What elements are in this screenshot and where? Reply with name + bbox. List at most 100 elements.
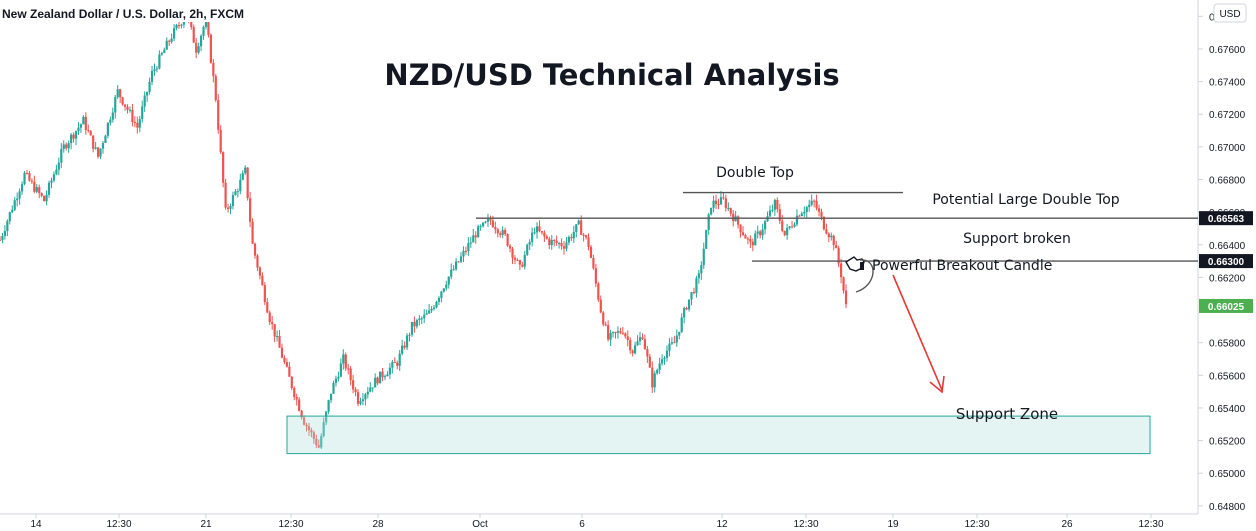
- candle-body: [295, 397, 298, 400]
- candle-body: [567, 237, 571, 243]
- symbol-label[interactable]: New Zealand Dollar / U.S. Dollar, 2h, FX…: [2, 7, 244, 21]
- candle-body: [504, 229, 507, 235]
- candle-body: [349, 368, 352, 381]
- breakout-candle-label: Powerful Breakout Candle: [872, 258, 1052, 274]
- candle-body: [104, 135, 107, 143]
- price-tick-label: 0.67000: [1209, 143, 1246, 154]
- candle-body: [74, 131, 78, 139]
- candle-body: [447, 276, 450, 285]
- candle-body: [479, 226, 482, 228]
- candle-body: [173, 28, 176, 39]
- candle-body: [484, 221, 487, 223]
- candle-body: [795, 215, 799, 225]
- candle-body: [589, 246, 593, 258]
- time-tick-label: 12:30: [106, 519, 131, 530]
- candle-body: [486, 219, 490, 222]
- candle-body: [271, 322, 274, 325]
- candle-body: [11, 209, 14, 213]
- candle-body: [325, 411, 328, 423]
- candle-body: [440, 291, 443, 298]
- candle-body: [636, 341, 639, 346]
- candle-body: [364, 394, 367, 400]
- candle-body: [455, 261, 458, 270]
- candle-body: [577, 220, 580, 225]
- support-broken-label: Support broken: [963, 231, 1071, 247]
- candle-body: [555, 240, 558, 244]
- time-tick-label: 12:30: [964, 519, 989, 530]
- candle-body: [388, 367, 391, 375]
- candle-body: [420, 318, 423, 320]
- candle-body: [678, 331, 681, 336]
- candle-body: [6, 221, 9, 231]
- candle-body: [607, 325, 610, 340]
- candle-body: [432, 307, 436, 309]
- candle-body: [808, 204, 811, 208]
- candle-body: [158, 54, 161, 69]
- price-badge-label: 0.66300: [1208, 257, 1245, 268]
- candle-body: [685, 308, 688, 310]
- candle-body: [182, 19, 186, 25]
- candle-body: [209, 34, 212, 63]
- candle-body: [339, 363, 342, 377]
- candle-body: [430, 308, 433, 311]
- currency-button[interactable]: [1213, 3, 1247, 23]
- candle-body: [543, 232, 546, 237]
- candle-body: [741, 232, 745, 236]
- candle-body: [452, 269, 455, 271]
- time-tick-label: 26: [1061, 519, 1073, 530]
- candle-body: [305, 424, 308, 427]
- candle-body: [234, 191, 237, 196]
- candle-body: [268, 312, 271, 323]
- candle-body: [133, 122, 136, 124]
- candle-body: [690, 292, 693, 300]
- candle-body: [614, 332, 617, 334]
- candle-body: [175, 25, 178, 29]
- candle-body: [533, 232, 536, 234]
- candle-body: [759, 231, 762, 236]
- candle-body: [827, 233, 830, 238]
- candle-body: [722, 197, 725, 199]
- time-tick-label: 12: [716, 519, 728, 530]
- candle-body: [535, 226, 539, 233]
- candle-body: [531, 232, 534, 242]
- pointing-hand-icon: [845, 256, 865, 272]
- candle-body: [40, 193, 43, 196]
- candle-body: [702, 248, 705, 266]
- candle-body: [428, 310, 431, 314]
- candle-body: [280, 347, 284, 358]
- time-axis-ticks: 14 12:30 21 12:30 28 Oct 6 12 12:30 19 12:30 26 12:3…: [30, 514, 1164, 530]
- candle-body: [810, 200, 813, 205]
- candle-body: [261, 275, 264, 286]
- candle-body: [57, 162, 60, 170]
- support-zone-box[interactable]: [286, 415, 1151, 455]
- candle-body: [538, 226, 541, 232]
- candle-body: [101, 142, 105, 149]
- candle-body: [776, 199, 779, 210]
- candle-body: [817, 208, 821, 212]
- candle-body: [499, 233, 502, 235]
- candle-body: [783, 230, 786, 236]
- price-tick-label: 0.67400: [1209, 78, 1246, 89]
- candle-body: [50, 180, 53, 183]
- candle-body: [526, 244, 529, 255]
- candle-body: [94, 147, 97, 149]
- candle-body: [675, 335, 678, 343]
- candle-body: [327, 400, 330, 412]
- candle-body: [837, 248, 840, 264]
- candle-body: [423, 314, 426, 319]
- candle-body: [599, 299, 602, 313]
- candle-body: [462, 250, 465, 257]
- candle-body: [298, 399, 301, 411]
- price-badge-label: 0.66025: [1208, 302, 1245, 313]
- price-tick-label: 0.66800: [1209, 175, 1246, 186]
- candle-body: [307, 426, 311, 431]
- candle-body: [256, 255, 259, 268]
- candle-body: [523, 254, 526, 267]
- double-top-label: Double Top: [716, 165, 794, 181]
- candle-body: [506, 234, 509, 246]
- candle-body: [724, 198, 727, 209]
- candle-body: [378, 371, 382, 384]
- candle-body: [84, 116, 87, 131]
- candle-body: [825, 229, 828, 234]
